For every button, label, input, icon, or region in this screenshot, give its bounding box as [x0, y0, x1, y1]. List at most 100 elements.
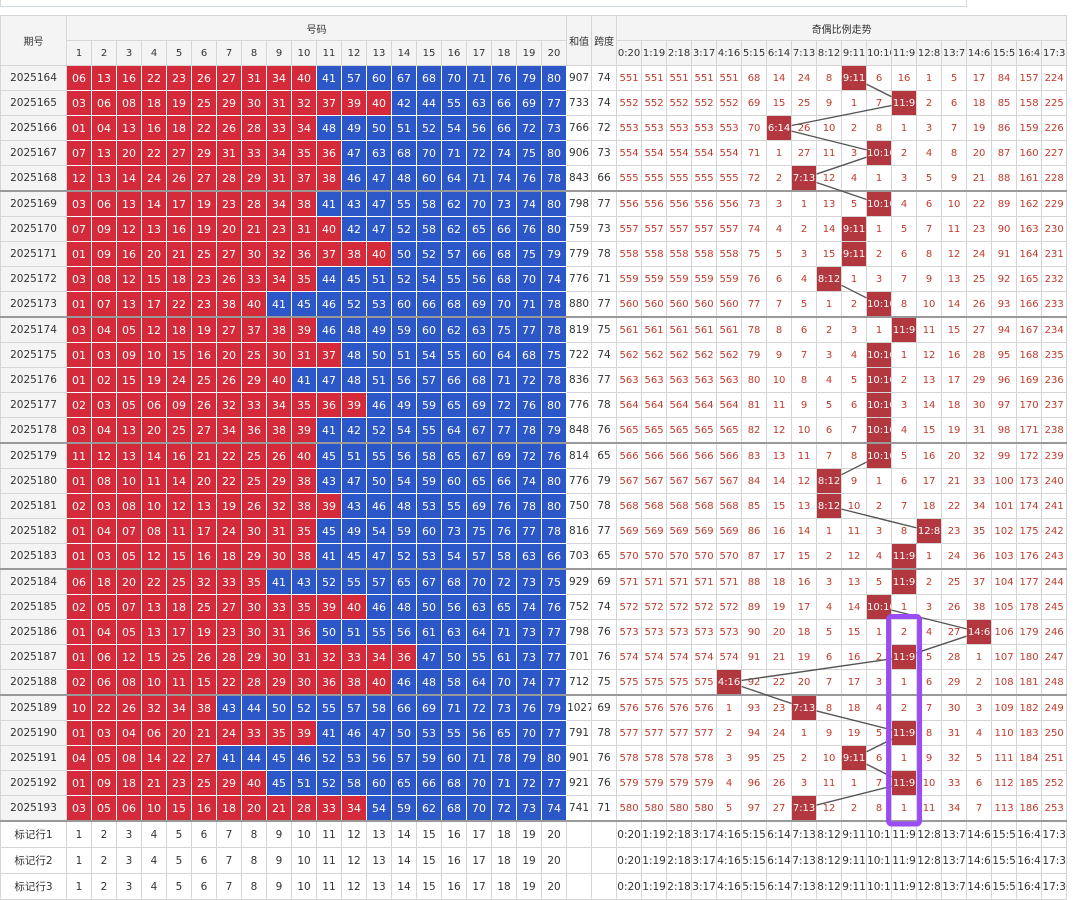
omission-count: 9 [792, 393, 817, 418]
marker-number: 19 [517, 874, 542, 900]
omission-count: 575 [617, 670, 642, 696]
omission-count: 33 [967, 469, 992, 494]
omission-count: 6 [792, 317, 817, 343]
omission-count: 4 [967, 721, 992, 746]
sum: 750 [567, 494, 592, 519]
omission-count: 96 [742, 771, 767, 796]
drawn-number: 77 [517, 519, 542, 544]
drawn-number: 38 [292, 494, 317, 519]
drawn-number: 60 [417, 519, 442, 544]
omission-count: 560 [642, 292, 667, 318]
omission-count: 73 [742, 191, 767, 217]
drawn-number: 16 [117, 242, 142, 267]
drawn-number: 55 [367, 443, 392, 469]
drawn-number: 50 [317, 620, 342, 645]
drawn-number: 72 [467, 141, 492, 166]
drawn-number: 05 [92, 796, 117, 822]
omission-count: 579 [667, 771, 692, 796]
drawn-number: 02 [67, 670, 92, 696]
marker-number: 7 [217, 821, 242, 848]
omission-count: 570 [692, 544, 717, 570]
drawn-number: 30 [242, 519, 267, 544]
omission-count: 11 [767, 393, 792, 418]
drawn-number: 13 [92, 166, 117, 192]
drawn-number: 67 [417, 569, 442, 595]
drawn-number: 21 [267, 796, 292, 822]
drawn-number: 29 [267, 469, 292, 494]
omission-count: 1 [842, 267, 867, 292]
period: 2025187 [1, 645, 67, 670]
omission-count: 1 [867, 217, 892, 242]
drawn-number: 42 [342, 217, 367, 242]
drawn-number: 12 [142, 317, 167, 343]
drawn-number: 08 [117, 494, 142, 519]
omission-count: 556 [617, 191, 642, 217]
drawn-number: 60 [442, 746, 467, 771]
drawn-number: 25 [242, 469, 267, 494]
span: 77 [592, 292, 617, 318]
sum: 701 [567, 645, 592, 670]
number-column-header: 15 [417, 41, 442, 66]
drawn-number: 68 [417, 66, 442, 91]
omission-count: 184 [1017, 746, 1042, 771]
drawn-number: 25 [192, 595, 217, 620]
drawn-number: 18 [167, 116, 192, 141]
drawn-number: 80 [542, 494, 567, 519]
drawn-number: 28 [242, 116, 267, 141]
omission-count: 3 [842, 317, 867, 343]
drawn-number: 14 [142, 746, 167, 771]
drawn-number: 51 [342, 620, 367, 645]
omission-count: 91 [742, 645, 767, 670]
omission-count: 4 [867, 695, 892, 721]
drawn-number: 40 [242, 292, 267, 318]
drawn-number: 18 [92, 569, 117, 595]
omission-count: 5 [867, 721, 892, 746]
drawn-number: 70 [492, 292, 517, 318]
omission-count: 564 [692, 393, 717, 418]
drawn-number: 33 [317, 796, 342, 822]
drawn-number: 65 [492, 595, 517, 620]
drawn-number: 08 [142, 519, 167, 544]
marker-ratio: 10:10 [867, 874, 892, 900]
sum: 906 [567, 141, 592, 166]
omission-count: 566 [692, 443, 717, 469]
omission-count: 97 [992, 393, 1017, 418]
drawn-number: 41 [317, 191, 342, 217]
omission-count: 568 [717, 494, 742, 519]
ratio-column-header: 7:13 [792, 41, 817, 66]
span: 74 [592, 343, 617, 368]
drawn-number: 10 [142, 343, 167, 368]
omission-count: 563 [617, 368, 642, 393]
marker-number: 20 [542, 874, 567, 900]
drawn-number: 52 [317, 746, 342, 771]
drawn-number: 60 [467, 343, 492, 368]
omission-count: 28 [942, 645, 967, 670]
ratio-hit: 6:14 [767, 116, 792, 141]
drawn-number: 71 [467, 166, 492, 192]
omission-count: 570 [667, 544, 692, 570]
ratio-hit: 11:9 [892, 569, 917, 595]
omission-count: 15 [817, 242, 842, 267]
drawn-number: 75 [542, 569, 567, 595]
omission-count: 30 [967, 393, 992, 418]
drawn-number: 55 [442, 267, 467, 292]
drawn-number: 53 [417, 721, 442, 746]
omission-count: 4 [892, 191, 917, 217]
omission-count: 239 [1042, 443, 1067, 469]
omission-count: 24 [942, 544, 967, 570]
omission-count: 577 [692, 721, 717, 746]
omission-count: 84 [742, 469, 767, 494]
marker-ratio: 3:17 [692, 821, 717, 848]
drawn-number: 55 [417, 418, 442, 444]
omission-count: 9 [842, 469, 867, 494]
omission-count: 76 [742, 267, 767, 292]
ratio-column-header: 2:18 [667, 41, 692, 66]
drawn-number: 01 [67, 519, 92, 544]
omission-count: 81 [742, 393, 767, 418]
omission-count: 237 [1042, 393, 1067, 418]
omission-count: 573 [717, 620, 742, 645]
sum: 1027 [567, 695, 592, 721]
